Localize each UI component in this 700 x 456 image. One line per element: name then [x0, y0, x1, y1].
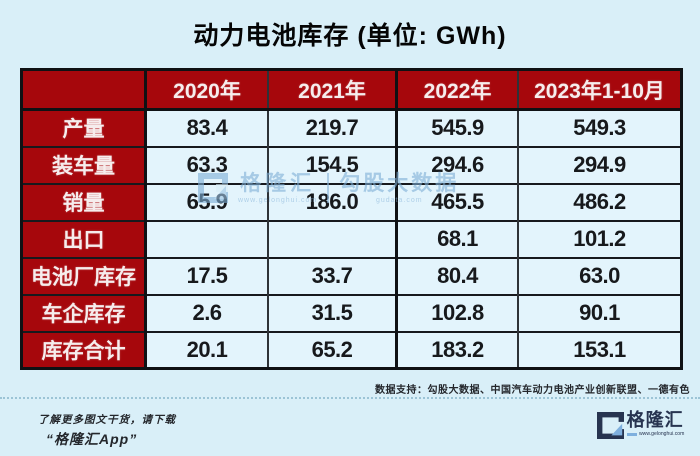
promo-text-line1: 了解更多图文干货，请下载	[38, 414, 176, 426]
cell-value: 486.2	[518, 183, 682, 221]
column-header-2021: 2021年	[268, 69, 398, 110]
column-header-blank	[21, 69, 147, 110]
footer-divider	[0, 397, 700, 399]
cell-value: 17.5	[145, 257, 269, 295]
cell-value: 65.9	[145, 183, 269, 221]
column-header-2023: 2023年1-10月	[518, 69, 682, 110]
cell-value: 20.1	[145, 331, 269, 369]
cell-value: 63.0	[518, 257, 682, 295]
gelonghui-logo-url: www.gelonghui.com	[638, 431, 684, 437]
row-label: 出口	[21, 220, 147, 258]
cell-value: 294.9	[518, 146, 682, 184]
table-row: 电池厂库存 17.5 33.7 80.4 63.0	[21, 257, 682, 295]
table-row: 库存合计 20.1 65.2 183.2 153.1	[21, 331, 682, 369]
cell-value: 63.3	[145, 146, 269, 184]
cell-value: 294.6	[396, 146, 519, 184]
cell-value: 101.2	[518, 220, 682, 258]
cell-value: 549.3	[518, 109, 682, 147]
promo-text-line2: “格隆汇App”	[46, 431, 138, 447]
cell-value: 465.5	[396, 183, 519, 221]
table-row: 出口 68.1 101.2	[21, 220, 682, 258]
table-row: 装车量 63.3 154.5 294.6 294.9	[21, 146, 682, 184]
gelonghui-logo-text: 格隆汇	[626, 410, 684, 430]
cell-value	[268, 220, 398, 258]
logo-accent-bar	[626, 432, 637, 436]
cell-value: 545.9	[396, 109, 519, 147]
battery-inventory-table: 2020年 2021年 2022年 2023年1-10月 产量 83.4 219.7…	[20, 68, 683, 370]
table-row: 车企库存 2.6 31.5 102.8 90.1	[21, 294, 682, 332]
cell-value: 183.2	[396, 331, 519, 369]
cell-value: 90.1	[518, 294, 682, 332]
table-header-row: 2020年 2021年 2022年 2023年1-10月	[21, 69, 682, 110]
page-title: 动力电池库存 (单位: GWh)	[193, 22, 507, 50]
cell-value: 2.6	[145, 294, 269, 332]
gelonghui-logo: 格隆汇 www.gelonghui.com	[596, 410, 692, 440]
row-label: 电池厂库存	[21, 257, 147, 295]
row-label: 库存合计	[21, 331, 147, 369]
table-row: 销量 65.9 186.0 465.5 486.2	[21, 183, 682, 221]
column-header-2020: 2020年	[145, 69, 269, 110]
cell-value: 33.7	[268, 257, 398, 295]
cell-value: 154.5	[268, 146, 398, 184]
cell-value: 219.7	[268, 109, 398, 147]
data-support-note: 数据支持：勾股大数据、中国汽车动力电池产业创新联盟、一德有色	[375, 385, 690, 396]
cell-value: 65.2	[268, 331, 398, 369]
cell-value: 102.8	[396, 294, 519, 332]
row-label: 装车量	[21, 146, 147, 184]
table-body: 产量 83.4 219.7 545.9 549.3 装车量 63.3 154.5 294.6 29…	[21, 109, 682, 369]
table-row: 产量 83.4 219.7 545.9 549.3	[21, 109, 682, 147]
cell-value: 80.4	[396, 257, 519, 295]
cell-value: 68.1	[396, 220, 519, 258]
cell-value	[145, 220, 269, 258]
column-header-2022: 2022年	[396, 69, 519, 110]
cell-value: 83.4	[145, 109, 269, 147]
row-label: 产量	[21, 109, 147, 147]
row-label: 车企库存	[21, 294, 147, 332]
cell-value: 31.5	[268, 294, 398, 332]
row-label: 销量	[21, 183, 147, 221]
cell-value: 153.1	[518, 331, 682, 369]
cell-value: 186.0	[268, 183, 398, 221]
gelonghui-logo-icon	[596, 412, 624, 439]
